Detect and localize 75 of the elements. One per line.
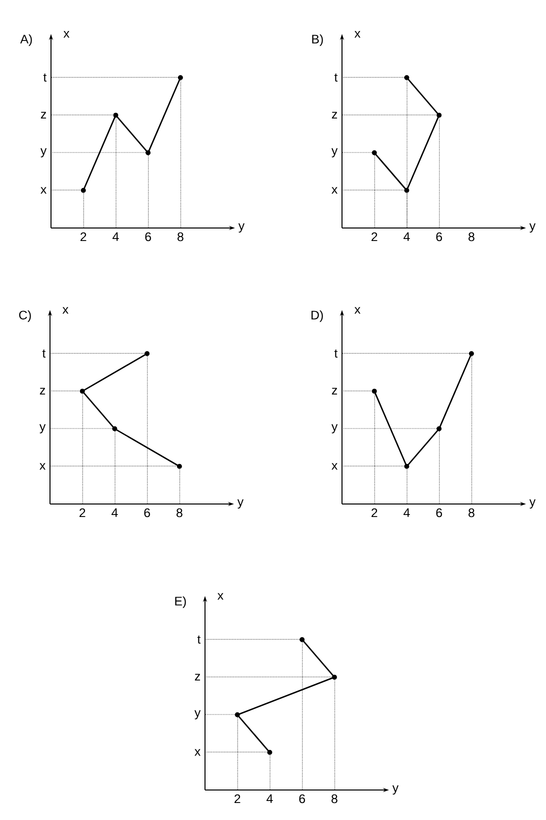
point	[267, 750, 272, 755]
text: t	[43, 74, 47, 82]
point	[468, 351, 474, 356]
text: y	[40, 148, 47, 158]
text: z	[194, 674, 200, 680]
x-tick-label: 2	[372, 232, 378, 242]
chart-title: D)	[312, 310, 323, 322]
x-axis-title: y	[237, 499, 244, 509]
text: t	[334, 350, 338, 358]
text: x	[40, 187, 47, 194]
point	[372, 388, 377, 394]
chart-title: B)	[312, 34, 323, 46]
text: y	[194, 710, 201, 720]
x-tick-label: 8	[468, 508, 474, 518]
point	[234, 712, 240, 718]
point	[80, 388, 85, 394]
point	[113, 112, 118, 118]
chart-title: A)	[20, 34, 32, 46]
x-tick-label: 6	[299, 794, 306, 804]
x-axis-title: y	[392, 785, 399, 795]
y-axis-title: x	[63, 31, 70, 38]
x-tick-label: 2	[80, 232, 86, 242]
chart-title: E)	[175, 596, 186, 608]
point	[436, 426, 442, 432]
text: y	[331, 148, 338, 158]
point	[332, 674, 337, 680]
point	[372, 150, 377, 156]
x-tick-label: 6	[436, 508, 442, 518]
point	[404, 188, 410, 193]
x-tick-label: 8	[332, 794, 338, 804]
x-tick-label: 2	[80, 508, 86, 518]
x-tick-label: 6	[144, 508, 150, 518]
text: x	[194, 749, 201, 756]
y-axis-title: x	[62, 307, 68, 314]
point	[176, 464, 182, 469]
y-axis-title: x	[354, 307, 360, 314]
point	[404, 464, 410, 469]
x-tick-label: 8	[176, 508, 182, 518]
chart-title: C)	[19, 310, 31, 322]
x-tick-label: 4	[404, 508, 410, 517]
point	[144, 351, 150, 356]
point	[112, 426, 118, 432]
text: x	[40, 463, 46, 470]
x-tick-label: 4	[112, 232, 119, 241]
point	[80, 188, 86, 193]
x-axis-title: y	[529, 499, 536, 509]
x-tick-label: 4	[112, 508, 118, 517]
x-tick-label: 8	[468, 232, 474, 242]
x-tick-label: 2	[234, 794, 240, 804]
y-axis-title: x	[217, 593, 224, 600]
point	[146, 150, 151, 156]
text: t	[42, 350, 46, 358]
point	[300, 637, 305, 642]
text: z	[332, 112, 338, 118]
x-tick-label: 6	[145, 232, 152, 242]
x-tick-label: 4	[266, 794, 273, 803]
text: t	[334, 74, 338, 82]
x-tick-label: 6	[436, 232, 442, 242]
x-tick-label: 4	[404, 232, 410, 241]
x-tick-label: 8	[178, 232, 184, 242]
text: y	[39, 424, 46, 434]
y-axis-title: x	[354, 31, 360, 38]
text: x	[332, 187, 338, 194]
text: z	[332, 388, 338, 394]
point	[436, 112, 442, 118]
x-tick-label: 2	[372, 508, 378, 518]
x-axis-title: y	[238, 223, 245, 233]
text: t	[197, 636, 201, 644]
text: z	[40, 112, 46, 118]
text: y	[331, 424, 338, 434]
text: z	[40, 388, 46, 394]
point	[404, 75, 410, 80]
x-axis-title: y	[529, 223, 536, 233]
point	[178, 75, 183, 80]
text: x	[332, 463, 338, 470]
